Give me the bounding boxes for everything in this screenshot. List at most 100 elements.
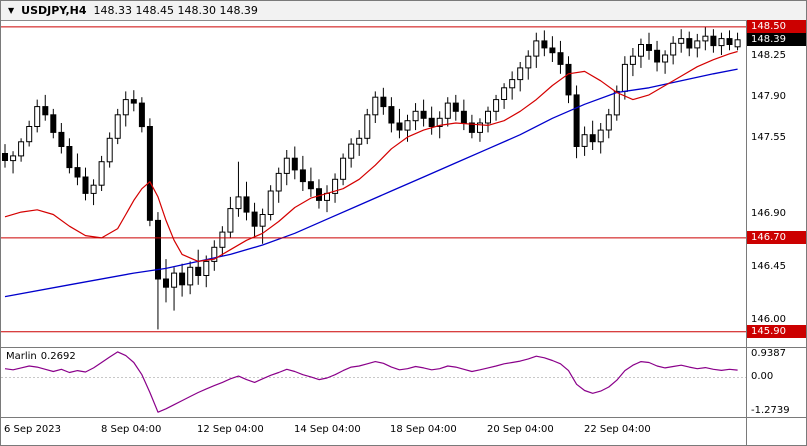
ohlc-quote-label: 148.33 148.45 148.30 148.39 (93, 4, 258, 17)
price-tick-label: 146.00 (751, 314, 786, 325)
chart-dropdown-icon[interactable]: ▼ (8, 5, 15, 15)
candle-body (203, 260, 210, 276)
candle-body (227, 208, 234, 233)
time-tick-label: 6 Sep 2023 (4, 424, 62, 435)
candle-body (581, 134, 588, 147)
candle-body (396, 122, 403, 131)
candle-body (340, 157, 347, 180)
candle-body (90, 184, 97, 194)
price-chart-canvas[interactable] (1, 21, 746, 347)
candle-body (477, 122, 483, 133)
time-tick-label: 8 Sep 04:00 (101, 424, 162, 435)
indicator-name: Marlin (6, 351, 37, 362)
ma-fast-line (4, 50, 738, 262)
time-tick-label: 12 Sep 04:00 (197, 424, 264, 435)
candle-body (283, 157, 290, 174)
candle-body (621, 63, 628, 92)
candle-body (251, 211, 258, 227)
candle-body (726, 38, 733, 46)
candle-body (243, 196, 250, 213)
candle-body (332, 178, 339, 194)
candle-body (404, 120, 411, 131)
candle-body (533, 40, 540, 57)
candle-body (646, 44, 652, 51)
time-tick-label: 22 Sep 04:00 (584, 424, 651, 435)
candle-body (34, 106, 41, 127)
candle-body (155, 219, 161, 280)
candle-body (2, 153, 8, 161)
indicator-name-label: Marlin 0.2692 (6, 351, 76, 362)
indicator-tick-label: 0.00 (751, 371, 774, 382)
candle-body (678, 38, 685, 44)
candle-body (114, 114, 121, 139)
candle-body (734, 39, 741, 48)
candle-body (235, 196, 242, 210)
candle-body (517, 67, 524, 81)
candle-body (485, 110, 491, 124)
time-tick-label: 14 Sep 04:00 (294, 424, 361, 435)
candle-body (18, 141, 25, 157)
candle-body (436, 117, 443, 128)
candle-body (686, 38, 693, 49)
candle-body (710, 35, 717, 47)
current-price-label: 148.39 (747, 33, 806, 46)
candle-body (138, 102, 145, 128)
candle-body (380, 96, 387, 108)
candle-body (605, 114, 612, 131)
candle-body (348, 143, 355, 159)
candle-body (98, 161, 105, 186)
candle-body (573, 94, 580, 147)
candle-body (275, 172, 282, 192)
symbol-timeframe-label: USDJPY,H4 (21, 4, 87, 17)
indicator-value: 0.2692 (40, 351, 76, 362)
candle-body (364, 114, 371, 139)
candle-body (267, 190, 274, 215)
chart-header: ▼ USDJPY,H4 148.33 148.45 148.30 148.39 (1, 1, 806, 21)
price-tick-label: 148.25 (751, 50, 786, 61)
candle-body (42, 106, 49, 116)
indicator-tick-label: 0.9387 (751, 348, 786, 359)
candle-body (468, 122, 475, 133)
candle-body (509, 79, 516, 89)
indicator-canvas[interactable] (1, 348, 746, 417)
candle-body (187, 266, 194, 286)
candle-body (211, 246, 218, 262)
price-axis[interactable]: 148.25 147.90 147.55 146.90 146.45 146.00 148.… (747, 1, 806, 445)
candle-body (460, 110, 467, 124)
time-axis[interactable]: 6 Sep 2023 8 Sep 04:00 12 Sep 04:00 14 Sep … (1, 418, 746, 445)
candle-body (670, 42, 677, 56)
time-tick-label: 18 Sep 04:00 (390, 424, 457, 435)
candle-body (26, 126, 33, 143)
candle-body (525, 55, 532, 69)
candle-body (122, 99, 129, 116)
candle-body (74, 167, 81, 178)
candle-body (291, 157, 298, 171)
candle-body (613, 90, 620, 116)
candle-body (412, 110, 419, 122)
price-tick-label: 146.45 (751, 261, 786, 272)
ma-slow-line (4, 68, 738, 298)
candle-body (501, 87, 508, 101)
candle-body (372, 96, 379, 116)
candle-body (171, 272, 178, 288)
candle-body (58, 131, 65, 148)
panel-separator[interactable] (1, 417, 806, 418)
candle-body (388, 106, 395, 124)
price-tick-label: 147.55 (751, 132, 786, 143)
candle-body (219, 231, 226, 248)
candle-body (259, 214, 266, 227)
candle-body (662, 54, 669, 63)
level-price-label: 148.50 (747, 20, 806, 33)
candle-body (597, 129, 604, 143)
candle-body (179, 272, 186, 286)
candle-body (307, 181, 314, 190)
level-price-label: 145.90 (747, 325, 806, 338)
indicator-axis: 0.9387 0.00 -1.2739 (747, 348, 806, 417)
candle-body (82, 176, 89, 194)
panel-separator[interactable] (1, 347, 806, 348)
candle-body (452, 102, 459, 112)
candle-body (565, 63, 572, 96)
candle-body (557, 52, 564, 65)
candle-body (493, 99, 500, 112)
